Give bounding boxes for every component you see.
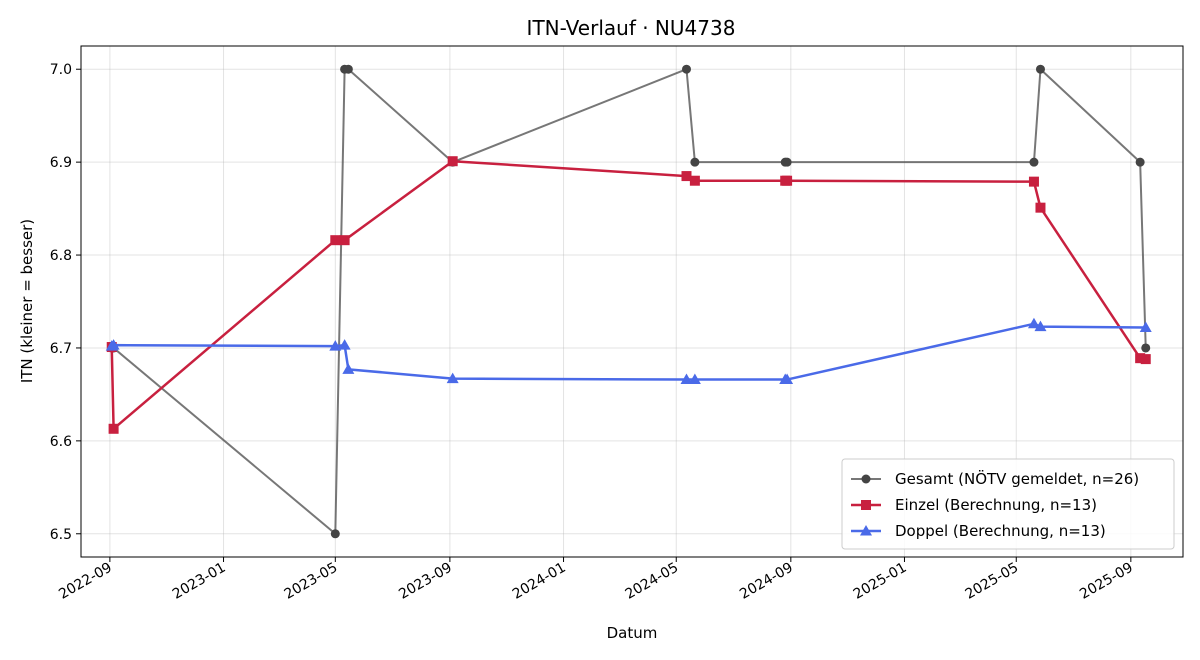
data-point xyxy=(330,529,340,539)
series-square xyxy=(106,156,1151,434)
data-point xyxy=(107,339,120,350)
data-point xyxy=(339,235,350,246)
series-layer xyxy=(105,64,1152,539)
legend-item: Doppel (Berechnung, n=13) xyxy=(851,522,1106,540)
y-tick-label: 6.7 xyxy=(50,341,72,357)
x-tick-label: 2023-01 xyxy=(170,560,229,603)
data-point xyxy=(338,339,351,350)
data-point xyxy=(690,157,700,167)
x-tick-label: 2025-05 xyxy=(963,560,1022,603)
data-point xyxy=(1139,321,1152,333)
legend-label: Doppel (Berechnung, n=13) xyxy=(895,522,1106,540)
x-tick-label: 2024-01 xyxy=(510,560,569,603)
legend-marker xyxy=(861,500,871,510)
series-line xyxy=(111,68,1147,535)
series-line xyxy=(110,159,1146,431)
data-point xyxy=(681,171,692,182)
data-point xyxy=(343,64,353,74)
x-tick-label: 2023-09 xyxy=(396,560,455,603)
x-tick-label: 2024-09 xyxy=(737,560,796,603)
data-point xyxy=(681,64,691,74)
x-tick-label: 2025-01 xyxy=(851,560,910,603)
series-line xyxy=(111,322,1146,381)
data-point xyxy=(1034,320,1047,332)
y-axis-label: ITN (kleiner = besser) xyxy=(18,219,36,383)
x-axis-label: Datum xyxy=(607,624,658,642)
y-tick-label: 7.0 xyxy=(50,62,72,78)
data-point xyxy=(1035,64,1045,74)
legend-label: Gesamt (NÖTV gemeldet, n=26) xyxy=(895,469,1139,488)
x-tick-label: 2025-09 xyxy=(1077,560,1136,603)
data-point xyxy=(689,175,700,186)
data-point xyxy=(1029,157,1039,167)
legend-item: Einzel (Berechnung, n=13) xyxy=(851,496,1097,514)
y-tick-label: 6.8 xyxy=(50,248,72,264)
y-tick-label: 6.5 xyxy=(50,527,72,543)
series-triangle xyxy=(105,317,1152,385)
data-point xyxy=(688,373,701,385)
data-point xyxy=(781,373,794,385)
chart-title: ITN-Verlauf · NU4738 xyxy=(527,16,736,40)
data-point xyxy=(1028,176,1039,187)
x-tick-label: 2022-09 xyxy=(56,560,115,603)
data-point xyxy=(108,423,119,434)
data-point xyxy=(680,373,693,385)
data-point xyxy=(447,156,458,167)
data-point xyxy=(446,372,459,384)
legend-marker xyxy=(861,474,871,484)
data-point xyxy=(782,157,792,167)
data-point xyxy=(1141,343,1151,353)
data-point xyxy=(782,175,793,186)
data-point xyxy=(330,235,341,246)
data-point xyxy=(1135,157,1145,167)
legend-item: Gesamt (NÖTV gemeldet, n=26) xyxy=(851,469,1139,488)
data-point xyxy=(1027,317,1040,329)
data-point xyxy=(342,363,355,374)
y-tick-label: 6.6 xyxy=(50,434,72,450)
data-point xyxy=(1140,354,1151,365)
y-tick-label: 6.9 xyxy=(50,155,72,171)
legend-box xyxy=(841,458,1175,550)
legend: Gesamt (NÖTV gemeldet, n=26) Einzel (Bere… xyxy=(841,458,1175,550)
data-point xyxy=(1135,353,1146,364)
legend-marker xyxy=(860,525,872,536)
data-point xyxy=(329,340,342,351)
data-point xyxy=(1035,202,1046,213)
x-tick-label: 2024-05 xyxy=(623,560,682,603)
x-tick-label: 2023-05 xyxy=(282,560,341,603)
legend-label: Einzel (Berechnung, n=13) xyxy=(895,496,1097,514)
plot-frame xyxy=(80,45,1184,558)
